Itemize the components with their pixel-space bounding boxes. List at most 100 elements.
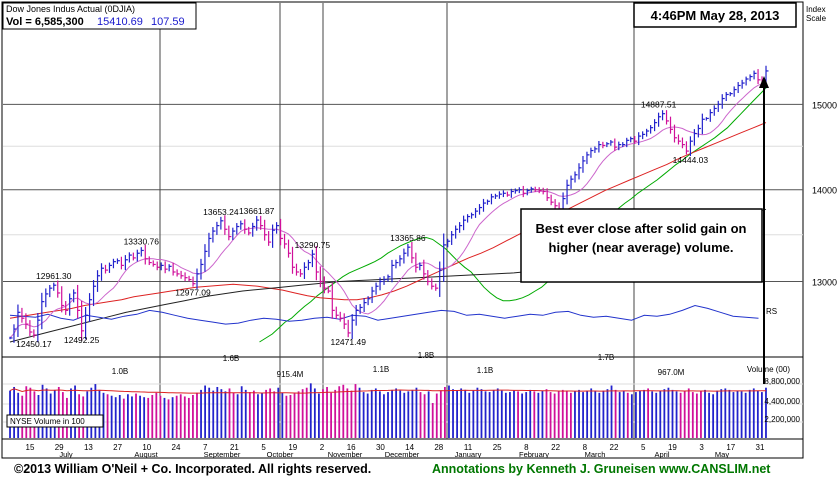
volume-legend-box <box>6 414 104 428</box>
price-bar <box>184 272 188 282</box>
y-axis: 13000 14000 15000 <box>812 100 837 287</box>
price-bar <box>403 248 407 264</box>
volume-callout: 1.8B <box>418 351 434 360</box>
price-bar <box>319 266 323 288</box>
price-bar <box>375 282 379 295</box>
date-tick-label: 16 <box>347 443 356 452</box>
date-tick-label: 17 <box>726 443 735 452</box>
price-bar <box>466 214 471 223</box>
price-bar <box>602 141 606 149</box>
volume-tick: 2,200,000 <box>764 415 800 424</box>
price-bar <box>61 286 65 313</box>
rs-line <box>9 304 759 325</box>
date-axis-frame <box>1 438 804 459</box>
last-price: 15410.69 <box>97 16 143 28</box>
price-bar <box>29 320 33 337</box>
price-bar <box>69 293 73 316</box>
volume-callout: 967.0M <box>658 368 685 377</box>
price-bar <box>745 76 749 86</box>
price-bar <box>252 222 256 237</box>
price-bar <box>164 261 168 274</box>
price-bar <box>546 188 550 201</box>
price-bar <box>721 94 725 109</box>
price-bar <box>653 119 658 132</box>
price-bar <box>681 137 685 149</box>
price-change: 107.59 <box>151 16 185 28</box>
month-label: December <box>385 450 420 459</box>
price-bar <box>542 187 546 195</box>
price-bar <box>598 140 602 153</box>
price-bar <box>725 92 729 102</box>
price-bar <box>57 280 61 298</box>
volume-callout: 1.1B <box>477 366 493 375</box>
price-bar <box>514 188 518 194</box>
price-bar <box>84 307 89 340</box>
price-bar <box>490 193 494 205</box>
price-bar <box>291 246 296 274</box>
price-bar <box>399 255 403 267</box>
price-bar <box>311 249 315 268</box>
price-bar <box>33 329 37 338</box>
price-bar <box>256 215 260 231</box>
price-label: 12471.49 <box>330 337 366 347</box>
price-bar <box>240 220 244 230</box>
price-bar <box>9 336 13 340</box>
price-bar <box>77 284 81 319</box>
price-bar <box>677 134 681 145</box>
price-bar <box>439 261 443 297</box>
price-bar <box>371 286 375 304</box>
date-tick-label: 15 <box>26 443 35 452</box>
price-bar <box>176 269 180 277</box>
month-label: July <box>59 450 73 459</box>
price-bar <box>407 243 411 257</box>
price-bar <box>657 112 662 127</box>
date-tick-label: 28 <box>434 443 443 452</box>
date-tick-label: 3 <box>699 443 704 452</box>
price-bar <box>268 231 272 246</box>
price-bar <box>172 262 176 276</box>
footer-credit: Annotations by Kenneth J. Gruneisen www.… <box>432 462 771 476</box>
price-label: 13330.76 <box>124 236 160 246</box>
price-bar <box>510 188 514 198</box>
price-bar <box>204 244 208 272</box>
price-bar <box>673 124 677 143</box>
price-bar <box>383 276 387 285</box>
price-bar <box>200 258 204 280</box>
price-bar <box>53 282 57 291</box>
volume-tick: 4,400,000 <box>764 397 800 406</box>
price-bar <box>518 187 522 194</box>
price-bar <box>606 142 610 148</box>
volume-label: Vol = 6,585,300 <box>6 16 84 28</box>
price-bar <box>303 262 307 279</box>
month-label: November <box>328 450 363 459</box>
price-bar <box>554 199 558 209</box>
date-tick-label: 30 <box>376 443 385 452</box>
price-bar <box>685 141 689 155</box>
price-bar <box>104 264 108 274</box>
date-axis: 15 29 13 27 10 24 7 21 5 19 2 16 30 14 28 11 25 8 22 8 22 5 19… <box>26 443 765 459</box>
date-tick-label: 19 <box>668 443 677 452</box>
date-tick-label: 7 <box>203 443 208 452</box>
price-bars <box>9 65 769 343</box>
price-bar <box>566 179 570 205</box>
price-bar <box>359 304 363 314</box>
price-bar <box>733 86 737 97</box>
volume-callout: 1.1B <box>373 365 389 374</box>
price-bar <box>701 113 705 135</box>
ma50-line <box>259 87 767 343</box>
price-bar <box>737 82 741 94</box>
volume-tick: 8,800,000 <box>764 377 800 386</box>
price-bar <box>17 304 21 337</box>
price-bar <box>287 239 292 258</box>
scale-label-scale: Scale <box>806 14 827 23</box>
date-tick-label: 14 <box>405 443 414 452</box>
price-bar <box>689 136 693 156</box>
price-bar <box>25 313 29 330</box>
price-bar <box>717 100 721 112</box>
price-bar <box>586 151 590 165</box>
price-bar <box>753 70 757 80</box>
price-bar <box>81 300 85 341</box>
price-bar <box>347 319 351 338</box>
price-bar <box>272 224 276 248</box>
